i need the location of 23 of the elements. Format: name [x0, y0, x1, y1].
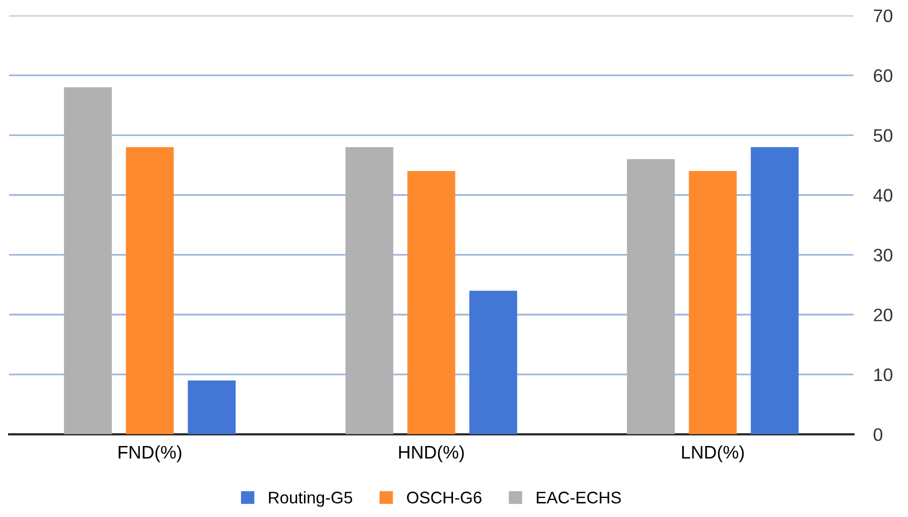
bar — [750, 147, 799, 434]
bar — [626, 159, 675, 434]
y-tick-label: 70 — [874, 9, 892, 22]
y-tick-label: 0 — [874, 428, 882, 441]
x-tick-label: LND(%) — [682, 445, 744, 462]
bar — [64, 87, 112, 434]
x-tick-label: FND(%) — [118, 445, 182, 462]
x-tick-label: HND(%) — [399, 445, 464, 462]
y-tick-label: 20 — [874, 308, 892, 322]
legend-label: EAC-ECHS — [536, 492, 621, 504]
y-tick-label: 10 — [874, 368, 892, 382]
y-tick-label: 50 — [874, 129, 892, 142]
bar — [345, 147, 394, 434]
y-tick-label: 40 — [873, 188, 892, 202]
bar — [126, 147, 174, 434]
legend-label: Routing-G5 — [269, 491, 352, 507]
y-tick-label: 60 — [874, 69, 892, 82]
bar — [188, 380, 236, 434]
bar — [407, 171, 456, 434]
y-tick-label: 30 — [874, 248, 892, 262]
bar — [469, 290, 518, 434]
legend-label: OSCH-G6 — [407, 492, 482, 504]
bar — [688, 171, 737, 434]
